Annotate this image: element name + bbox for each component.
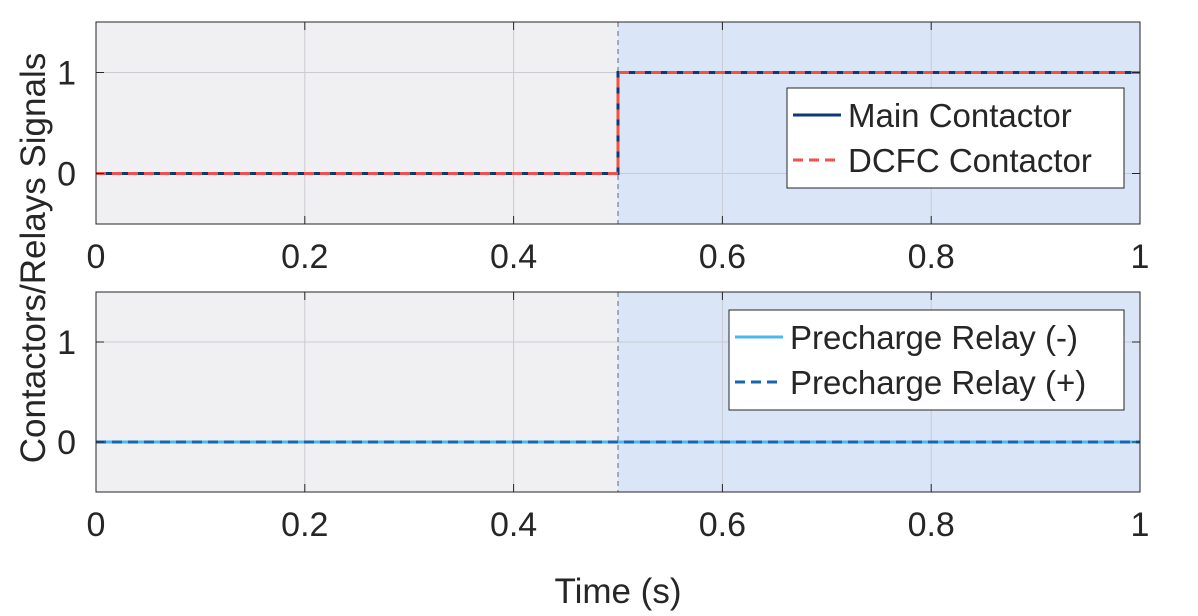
legend: Precharge Relay (-) Precharge Relay (+) [728, 309, 1125, 411]
y-axis-label: Contactors/Relays Signals [14, 53, 53, 463]
legend: Main Contactor DCFC Contactor [786, 87, 1125, 189]
series-line-dcfc-contactor [96, 71, 1140, 175]
shaded-region-1 [96, 22, 618, 224]
y-tick-label: 1 [57, 324, 76, 362]
x-tick-label: 0.8 [908, 238, 955, 276]
x-tick-label: 0.4 [490, 506, 537, 544]
y-tick-label: 0 [57, 424, 76, 462]
legend-entry-label: Precharge Relay (+) [790, 364, 1086, 401]
subplot-2: 0 0.2 0.4 0.6 0.8 101 Precharge Relay (-)Prech… [57, 291, 1150, 544]
x-tick-label: 0.6 [699, 506, 746, 544]
x-tick-label: 0.6 [699, 238, 746, 276]
legend-entry-label: DCFC Contactor [848, 142, 1092, 179]
x-tick-label: 0.2 [281, 506, 328, 544]
x-axis-label: Time (s) [554, 572, 681, 611]
legend-box [786, 87, 1125, 189]
legend-entry-label: Main Contactor [848, 97, 1072, 134]
subplot-1: 0 0.2 0.4 0.6 0.8 1 0 1 Main Contactor DCFC Conta… [57, 21, 1150, 276]
x-tick-label: 0.2 [281, 238, 328, 276]
x-tick-label: 1 [1131, 238, 1150, 276]
x-tick-label: 0 [87, 238, 106, 276]
x-tick-label: 0 [87, 506, 106, 544]
legend-box [728, 309, 1125, 411]
y-tick-label: 0 [57, 156, 76, 194]
x-tick-label: 0.4 [490, 238, 537, 276]
axes-box [95, 21, 1141, 225]
axes-box [95, 291, 1141, 493]
shaded-region-1 [96, 292, 618, 492]
x-tick-label: 0.8 [908, 506, 955, 544]
y-tick-label: 1 [57, 55, 76, 93]
legend-entry-label: Precharge Relay (-) [790, 319, 1078, 356]
x-tick-label: 1 [1131, 506, 1150, 544]
